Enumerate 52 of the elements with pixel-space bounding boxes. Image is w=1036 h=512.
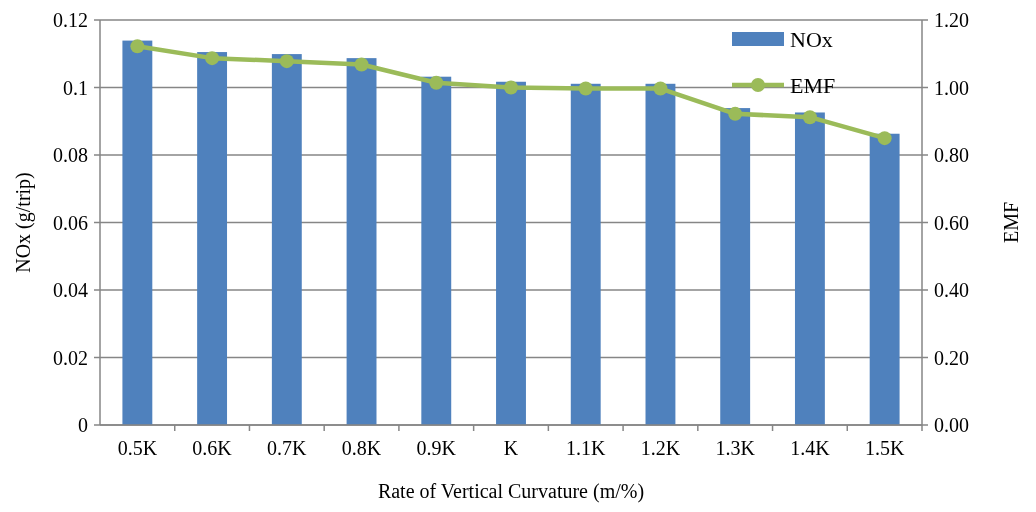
- x-tick-label: 0.9K: [416, 437, 457, 459]
- legend-label: EMF: [790, 72, 836, 98]
- bar: [271, 54, 302, 425]
- x-tick-label: 1.3K: [715, 437, 756, 459]
- bar: [645, 83, 676, 425]
- bar: [421, 76, 452, 425]
- point: [354, 57, 369, 72]
- point: [728, 106, 743, 121]
- point: [877, 131, 892, 146]
- y-tick-label: 0.08: [53, 144, 88, 166]
- x-tick-label: 1.5K: [864, 437, 905, 459]
- y2-tick-label: 0.20: [934, 346, 969, 369]
- point: [279, 54, 294, 69]
- y-tick-label: 0.02: [53, 346, 88, 369]
- y2-tick-label: 1.20: [934, 9, 969, 31]
- x-tick-label: 0.5K: [117, 437, 158, 459]
- y-tick-label: 0.04: [53, 279, 88, 301]
- bar: [794, 112, 825, 425]
- bar: [869, 133, 900, 425]
- bar: [570, 83, 601, 425]
- x-axis-title: Rate of Vertical Curvature (m/%): [377, 480, 645, 503]
- bar: [720, 108, 751, 425]
- y2-tick-label: 1.00: [934, 76, 969, 99]
- y2-tick-label: 0.40: [934, 279, 969, 301]
- x-tick-label: 1.2K: [640, 437, 681, 459]
- bar: [346, 58, 377, 425]
- x-tick-label: 0.7K: [267, 437, 308, 459]
- x-tick-label: 1.1K: [566, 437, 606, 459]
- x-tick-label: 0.8K: [341, 437, 382, 459]
- y2-axis-title: EMF: [1000, 201, 1022, 244]
- bar: [496, 81, 526, 425]
- bar: [197, 52, 228, 425]
- y-tick-label: 0.12: [53, 9, 88, 31]
- point: [504, 80, 518, 95]
- legend-label: NOx: [790, 26, 833, 52]
- x-tick-label: 1.4K: [790, 437, 831, 459]
- point: [429, 75, 444, 90]
- point: [578, 81, 593, 96]
- y-tick-label: 0: [78, 414, 88, 436]
- bar: [122, 40, 153, 425]
- point: [130, 39, 145, 54]
- x-tick-label: 0.6K: [192, 437, 233, 459]
- point: [802, 110, 817, 125]
- y2-tick-label: 0.80: [934, 144, 969, 166]
- y-tick-label: 0.1: [63, 76, 88, 99]
- y2-tick-label: 0.00: [934, 414, 969, 436]
- y-axis-title: NOx (g/trip): [12, 172, 35, 273]
- point: [205, 51, 220, 66]
- point: [653, 81, 668, 96]
- x-tick-label: K: [503, 437, 519, 459]
- y2-tick-label: 0.60: [934, 211, 969, 234]
- y-tick-label: 0.06: [53, 211, 88, 234]
